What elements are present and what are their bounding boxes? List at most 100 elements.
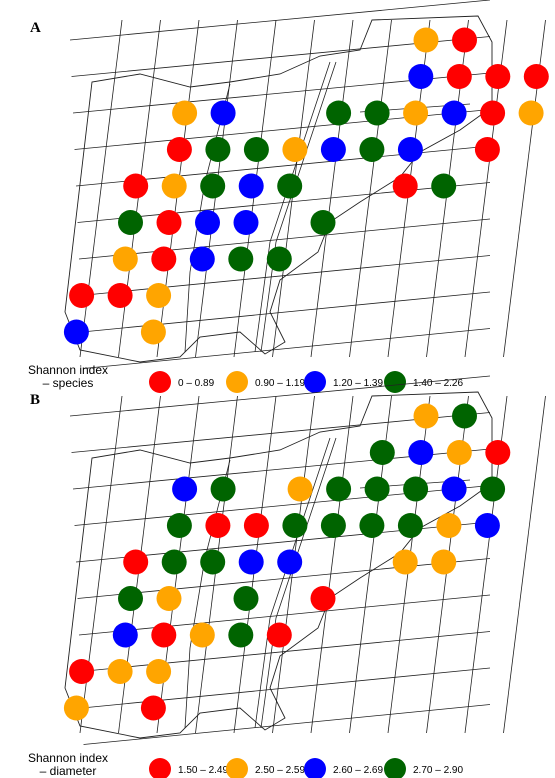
plot-marker-red [266, 622, 292, 648]
plot-marker-red [392, 173, 418, 199]
plot-marker-blue [397, 137, 423, 162]
plot-marker-orange [107, 659, 133, 684]
plot-marker-orange [436, 513, 462, 538]
plot-marker-red [156, 210, 182, 235]
legend-item: 2.60 – 2.69 [304, 758, 383, 778]
plot-marker-green [228, 246, 254, 272]
plot-marker-red [151, 246, 177, 272]
plot-marker-green [205, 137, 231, 162]
plot-marker-orange [403, 100, 429, 126]
plot-marker-blue [189, 246, 215, 272]
plot-marker-orange [413, 27, 439, 53]
plot-marker-red [69, 283, 95, 308]
plot-marker-red [480, 100, 506, 126]
plot-marker-green [200, 173, 226, 199]
plot-marker-blue [408, 440, 434, 465]
legend-label: 2.70 – 2.90 [413, 765, 463, 776]
plot-marker-orange [156, 586, 182, 611]
panel-a-letter: A [30, 20, 41, 36]
legend-label: 1.20 – 1.39 [333, 378, 383, 389]
plot-marker-green [166, 513, 192, 538]
plot-marker-red [69, 659, 95, 684]
plot-marker-red [243, 513, 269, 538]
plot-marker-orange [189, 622, 215, 648]
plot-marker-orange [431, 549, 457, 575]
legend-label: 0 – 0.89 [178, 378, 215, 389]
plot-marker-green [243, 137, 269, 162]
plot-marker-green [282, 513, 308, 538]
grid-row-line [77, 182, 491, 223]
plot-marker-green [326, 476, 352, 502]
plot-marker-green [310, 210, 336, 235]
plot-marker-green [118, 210, 143, 235]
legend-title-a-line2: – species [42, 376, 94, 390]
plot-marker-red [123, 549, 149, 575]
plot-marker-orange [518, 100, 544, 126]
plot-marker-green [480, 476, 506, 502]
grid-row-line [78, 218, 491, 260]
plot-marker-green [233, 586, 259, 611]
plot-marker-green [266, 246, 292, 272]
plot-marker-green [277, 173, 303, 199]
legend-title-b: Shannon index – diameter [8, 752, 128, 778]
legend-swatch-red [149, 371, 171, 393]
plot-marker-blue [238, 549, 264, 575]
plot-marker-blue [408, 64, 434, 89]
plot-marker-green [397, 513, 423, 538]
grid-row-line [83, 704, 491, 745]
plot-marker-red [205, 513, 231, 538]
plot-marker-green [359, 513, 385, 538]
grid-row-line [83, 328, 491, 369]
grid-row-line [77, 558, 491, 599]
legend-swatch-green [384, 371, 406, 393]
plot-marker-orange [446, 440, 472, 465]
plot-marker-blue [63, 319, 89, 345]
plot-marker-blue [320, 137, 346, 162]
plot-marker-blue [238, 173, 264, 199]
plot-marker-red [485, 64, 511, 89]
legend-label: 2.50 – 2.59 [255, 765, 305, 776]
grid-col-line [349, 19, 392, 358]
land-outline [64, 15, 493, 363]
plot-marker-green [364, 476, 390, 502]
legend-swatch-orange [226, 758, 248, 778]
legend-swatch-red [149, 758, 171, 778]
legend-label: 1.50 – 2.49 [178, 765, 228, 776]
legend-title-a: Shannon index – species [8, 364, 128, 390]
legend-swatch-green [384, 758, 406, 778]
plot-marker-blue [277, 549, 303, 575]
plot-marker-green [452, 403, 477, 429]
legend-swatch-blue [304, 758, 326, 778]
plot-marker-red [485, 440, 511, 465]
plot-marker-green [161, 549, 187, 575]
legend-label: 0.90 – 1.19 [255, 378, 305, 389]
legend-swatch-blue [304, 371, 326, 393]
plot-marker-blue [172, 476, 198, 502]
plot-marker-green [228, 622, 254, 648]
plot-marker-green [320, 513, 346, 538]
legend-label: 2.60 – 2.69 [333, 765, 383, 776]
plot-marker-red [452, 27, 477, 53]
grid-col-line [310, 19, 354, 358]
plot-marker-red [310, 586, 336, 611]
legend-label: 1.40 – 2.26 [413, 378, 463, 389]
road [184, 459, 231, 729]
plot-marker-green [200, 549, 226, 575]
plot-marker-red [107, 283, 133, 308]
plot-marker-green [326, 100, 352, 126]
plot-marker-orange [392, 549, 418, 575]
plot-marker-orange [161, 173, 187, 199]
plot-marker-blue [233, 210, 259, 235]
plot-marker-red [446, 64, 472, 89]
plot-marker-red [123, 173, 149, 199]
plot-marker-red [166, 137, 192, 162]
legend-item: 1.50 – 2.49 [149, 758, 228, 778]
plot-marker-green [118, 586, 143, 611]
map-panel_a: 0 – 0.89 0.90 – 1.19 1.20 – 1.39 1.40 – 2.2… [63, 0, 549, 393]
plot-marker-red [140, 695, 166, 721]
legend-item: 1.20 – 1.39 [304, 371, 383, 393]
plot-marker-blue [474, 513, 500, 538]
plot-marker-red [474, 137, 500, 162]
plot-marker-orange [146, 659, 172, 684]
map-panel_b: 1.50 – 2.49 2.50 – 2.59 2.60 – 2.69 2.70 – … [63, 375, 546, 778]
